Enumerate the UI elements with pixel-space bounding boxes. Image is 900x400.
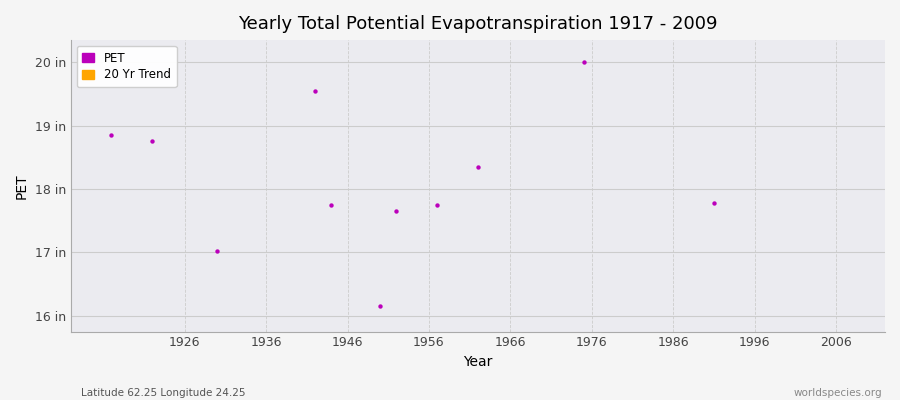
Point	[104, 132, 119, 138]
Legend: PET, 20 Yr Trend: PET, 20 Yr Trend	[76, 46, 176, 87]
Title: Yearly Total Potential Evapotranspiration 1917 - 2009: Yearly Total Potential Evapotranspiratio…	[238, 15, 717, 33]
Point	[308, 88, 322, 94]
Point	[577, 59, 591, 66]
Point	[706, 200, 721, 206]
Y-axis label: PET: PET	[15, 173, 29, 199]
Point	[430, 202, 445, 208]
Point	[145, 138, 159, 145]
Point	[210, 248, 224, 254]
Text: Latitude 62.25 Longitude 24.25: Latitude 62.25 Longitude 24.25	[81, 388, 246, 398]
Point	[373, 303, 387, 310]
Point	[324, 202, 338, 208]
Text: worldspecies.org: worldspecies.org	[794, 388, 882, 398]
Point	[389, 208, 403, 214]
Point	[471, 164, 485, 170]
X-axis label: Year: Year	[464, 355, 492, 369]
